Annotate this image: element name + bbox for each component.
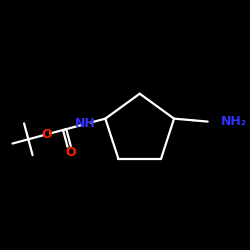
- Text: O: O: [41, 128, 52, 141]
- Text: NH₂: NH₂: [220, 116, 246, 128]
- Text: NH: NH: [75, 118, 96, 130]
- Text: O: O: [66, 146, 76, 159]
